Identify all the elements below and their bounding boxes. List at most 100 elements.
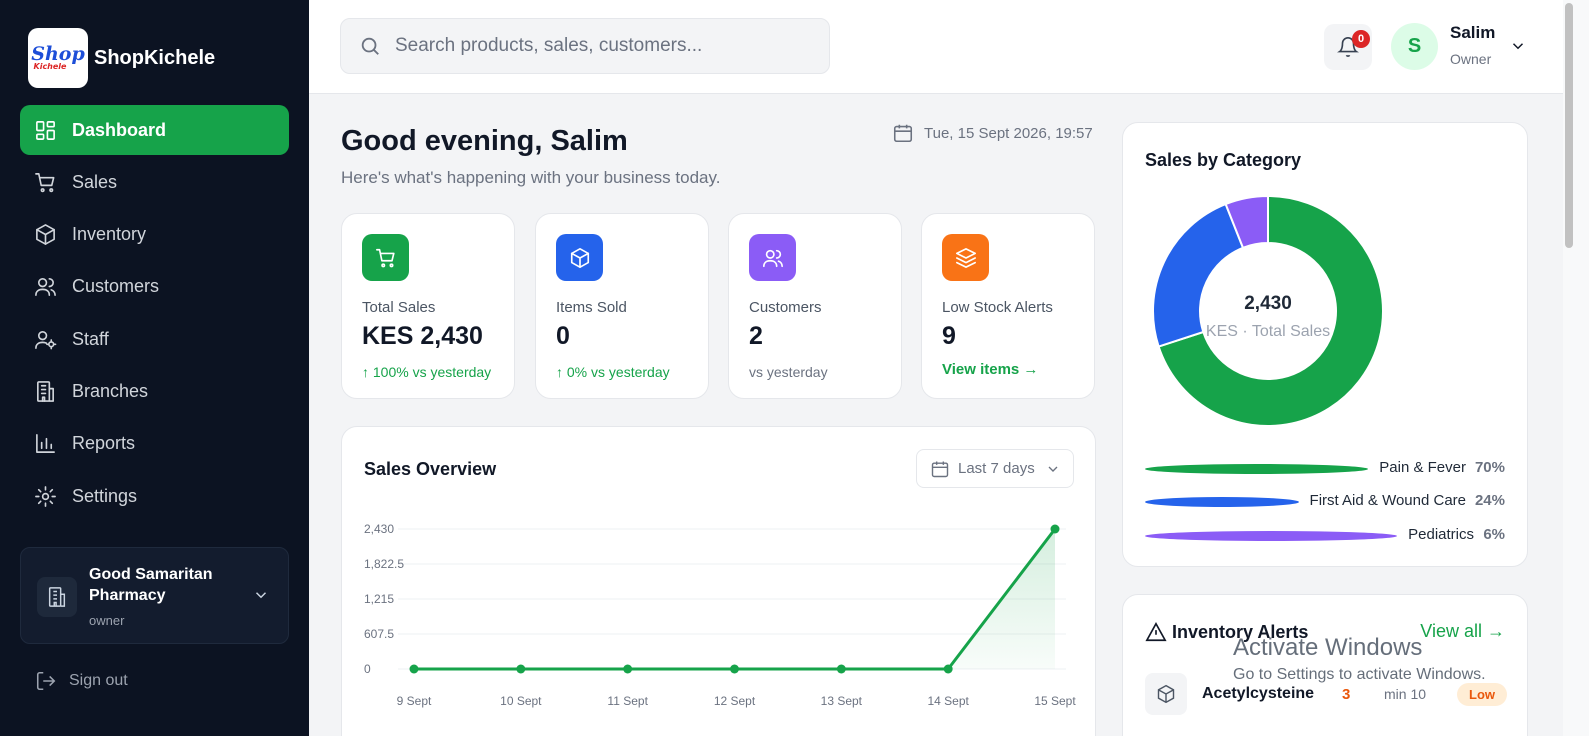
users-icon bbox=[749, 234, 796, 281]
stat-label: Total Sales bbox=[362, 299, 436, 316]
sidebar-item-branches[interactable]: Branches bbox=[20, 366, 289, 416]
stat-label: Items Sold bbox=[556, 299, 627, 316]
view-items-link[interactable]: View items → bbox=[942, 361, 1039, 378]
sign-out-label: Sign out bbox=[69, 672, 128, 689]
legend-percent: 6% bbox=[1483, 526, 1505, 543]
branch-selector[interactable]: Good Samaritan Pharmacy owner bbox=[20, 547, 289, 644]
alert-min: min 10 bbox=[1384, 686, 1427, 702]
legend-swatch bbox=[1145, 497, 1299, 507]
sidebar-nav: Dashboard Sales Inventory Customers Staf… bbox=[20, 105, 289, 523]
user-role: Owner bbox=[1450, 51, 1492, 67]
donut-slice bbox=[1152, 202, 1245, 348]
calendar-icon bbox=[893, 124, 913, 143]
branch-name: Good Samaritan Pharmacy bbox=[89, 566, 213, 604]
donut-slice bbox=[1224, 194, 1269, 250]
building-icon bbox=[37, 577, 77, 617]
sales-overview-card: Sales Overview Last 7 days 2,430 1,822.5 1… bbox=[341, 426, 1096, 736]
sidebar: Shop Kichele ShopKichele Dashboard Sales… bbox=[0, 0, 309, 736]
sidebar-item-inventory[interactable]: Inventory bbox=[20, 210, 289, 260]
stat-card-items-sold: Items Sold 0 ↑ 0% vs yesterday bbox=[535, 213, 709, 399]
page-subtitle: Here's what's happening with your busine… bbox=[341, 168, 721, 187]
legend-label: Pain & Fever bbox=[1379, 459, 1466, 476]
inventory-alerts-card: Inventory Alerts View all → Acetylcystei… bbox=[1122, 594, 1528, 736]
sidebar-item-sales[interactable]: Sales bbox=[20, 157, 289, 207]
stat-label: Low Stock Alerts bbox=[942, 299, 1053, 316]
warning-icon bbox=[1145, 622, 1167, 642]
legend-label: Pediatrics bbox=[1408, 526, 1474, 543]
notification-count-badge: 0 bbox=[1352, 30, 1370, 48]
sidebar-item-reports[interactable]: Reports bbox=[20, 419, 289, 469]
search-input[interactable] bbox=[395, 35, 795, 57]
y-tick-label: 1,215 bbox=[364, 592, 394, 606]
scrollbar-thumb[interactable] bbox=[1565, 3, 1573, 248]
topbar: 0 S Salim Owner bbox=[309, 0, 1563, 94]
users-icon bbox=[35, 278, 56, 297]
x-tick-label: 10 Sept bbox=[500, 694, 542, 708]
avatar[interactable]: S bbox=[1391, 23, 1438, 70]
view-all-alerts-link[interactable]: View all → bbox=[1420, 621, 1505, 641]
cart-icon bbox=[35, 172, 55, 193]
y-tick-label: 2,430 bbox=[364, 522, 394, 536]
stat-label: Customers bbox=[749, 299, 822, 316]
bar-chart-icon bbox=[36, 434, 55, 454]
brand[interactable]: Shop Kichele ShopKichele bbox=[28, 28, 215, 88]
donut-slice bbox=[1157, 194, 1384, 427]
stat-value: 2 bbox=[749, 322, 763, 350]
alert-qty: 3 bbox=[1342, 686, 1351, 703]
y-tick-label: 1,822.5 bbox=[364, 557, 404, 571]
data-point bbox=[516, 664, 526, 674]
sales-overview-title: Sales Overview bbox=[364, 459, 497, 479]
legend-item: First Aid & Wound Care 24% bbox=[1145, 492, 1505, 512]
chevron-down-icon bbox=[255, 592, 267, 599]
x-tick-label: 13 Sept bbox=[821, 694, 863, 708]
category-donut-chart: 2,430 KES · Total Sales bbox=[1152, 194, 1384, 427]
sidebar-item-staff[interactable]: Staff bbox=[20, 314, 289, 364]
user-name[interactable]: Salim bbox=[1450, 23, 1496, 42]
sidebar-item-label: Dashboard bbox=[72, 119, 167, 140]
notifications-button[interactable]: 0 bbox=[1324, 24, 1372, 70]
x-tick-label: 15 Sept bbox=[1034, 694, 1076, 708]
legend-item: Pediatrics 6% bbox=[1145, 526, 1505, 546]
datetime-text: Tue, 15 Sept 2026, 19:57 bbox=[924, 124, 1093, 142]
donut-center-label: KES · Total Sales bbox=[1206, 323, 1330, 340]
sidebar-item-settings[interactable]: Settings bbox=[20, 471, 289, 521]
stat-change: vs yesterday bbox=[749, 364, 828, 380]
search-box[interactable] bbox=[340, 18, 830, 74]
sales-by-category-card: Sales by Category 2,430 KES · Total Sales… bbox=[1122, 122, 1528, 567]
user-gear-icon bbox=[35, 330, 57, 350]
sign-out-button[interactable]: Sign out bbox=[35, 670, 128, 692]
brand-name: ShopKichele bbox=[94, 46, 216, 69]
sidebar-item-customers[interactable]: Customers bbox=[20, 262, 289, 312]
sidebar-item-label: Reports bbox=[72, 433, 136, 454]
layers-icon bbox=[942, 234, 989, 281]
chevron-down-icon bbox=[1048, 466, 1058, 472]
dashboard-icon bbox=[36, 120, 55, 140]
legend-percent: 70% bbox=[1474, 459, 1505, 476]
gear-icon bbox=[35, 485, 56, 507]
sidebar-item-dashboard[interactable]: Dashboard bbox=[20, 105, 289, 155]
date-range-select[interactable]: Last 7 days bbox=[916, 449, 1074, 488]
date-range-label: Last 7 days bbox=[958, 460, 1035, 477]
box-icon bbox=[36, 224, 55, 245]
sidebar-item-label: Settings bbox=[72, 485, 138, 506]
cart-icon bbox=[362, 234, 409, 281]
sales-line-chart: 2,430 1,822.5 1,215 607.5 0 9 Sept 10 Sept 11 S… bbox=[364, 522, 1076, 708]
x-tick-label: 14 Sept bbox=[927, 694, 969, 708]
bell-icon bbox=[1337, 37, 1359, 58]
legend-swatch bbox=[1145, 531, 1397, 541]
data-point bbox=[623, 664, 633, 674]
x-tick-label: 11 Sept bbox=[607, 694, 648, 708]
legend-percent: 24% bbox=[1474, 492, 1505, 509]
list-item[interactable]: Acetylcysteine 3 min 10 Low bbox=[1145, 673, 1507, 715]
stat-card-total-sales: Total Sales KES 2,430 ↑ 100% vs yesterda… bbox=[341, 213, 515, 399]
y-tick-label: 0 bbox=[364, 662, 371, 676]
shopkichele-logo: Shop Kichele bbox=[28, 28, 88, 88]
stat-value: 9 bbox=[942, 322, 956, 350]
chevron-down-icon[interactable] bbox=[1509, 37, 1527, 55]
box-icon bbox=[556, 234, 603, 281]
data-point bbox=[730, 664, 739, 674]
stat-card-low-stock: Low Stock Alerts 9 View items → bbox=[921, 213, 1095, 399]
data-point bbox=[409, 664, 419, 674]
x-tick-label: 12 Sept bbox=[714, 694, 756, 708]
calendar-icon bbox=[931, 461, 949, 477]
